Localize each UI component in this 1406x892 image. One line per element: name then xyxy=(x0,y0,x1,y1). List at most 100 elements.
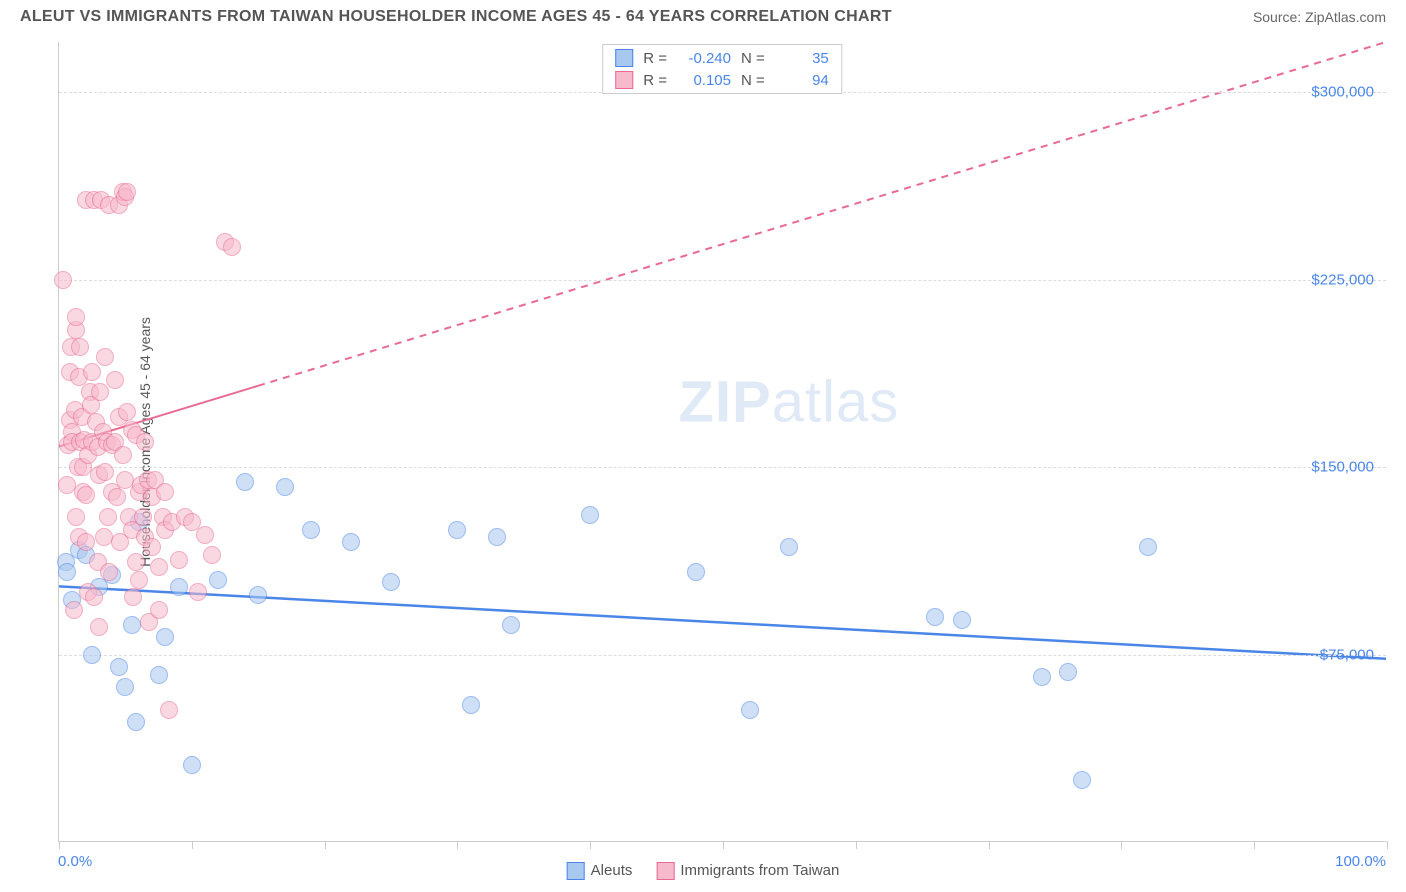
data-point xyxy=(150,601,168,619)
data-point xyxy=(150,558,168,576)
x-tick xyxy=(325,841,326,849)
source-label: Source: ZipAtlas.com xyxy=(1253,9,1386,25)
x-tick xyxy=(1121,841,1122,849)
data-point xyxy=(170,551,188,569)
data-point xyxy=(209,571,227,589)
data-point xyxy=(581,506,599,524)
data-point xyxy=(183,756,201,774)
series-legend: Aleuts Immigrants from Taiwan xyxy=(567,862,840,880)
r-label: R = xyxy=(643,50,667,67)
data-point xyxy=(1139,538,1157,556)
data-point xyxy=(106,371,124,389)
x-tick xyxy=(59,841,60,849)
data-point xyxy=(71,338,89,356)
data-point xyxy=(83,646,101,664)
r-value: -0.240 xyxy=(677,50,731,67)
data-point xyxy=(741,701,759,719)
data-point xyxy=(54,271,72,289)
data-point xyxy=(1059,663,1077,681)
series-legend-item: Immigrants from Taiwan xyxy=(656,862,839,880)
data-point xyxy=(462,696,480,714)
gridline xyxy=(59,467,1386,468)
trend-lines xyxy=(59,42,1386,841)
data-point xyxy=(302,521,320,539)
data-point xyxy=(85,588,103,606)
legend-swatch xyxy=(656,862,674,880)
data-point xyxy=(150,666,168,684)
data-point xyxy=(67,508,85,526)
data-point xyxy=(96,348,114,366)
data-point xyxy=(130,571,148,589)
data-point xyxy=(118,403,136,421)
data-point xyxy=(110,658,128,676)
data-point xyxy=(249,586,267,604)
y-tick-label: $75,000 xyxy=(1320,646,1374,663)
data-point xyxy=(276,478,294,496)
data-point xyxy=(83,363,101,381)
data-point xyxy=(780,538,798,556)
data-point xyxy=(65,601,83,619)
x-tick xyxy=(192,841,193,849)
n-label: N = xyxy=(741,72,765,89)
legend-swatch xyxy=(615,71,633,89)
data-point xyxy=(96,463,114,481)
data-point xyxy=(156,483,174,501)
chart-area: Householder Income Ages 45 - 64 years ZI… xyxy=(58,42,1386,842)
r-value: 0.105 xyxy=(677,72,731,89)
data-point xyxy=(156,628,174,646)
x-tick xyxy=(989,841,990,849)
data-point xyxy=(108,488,126,506)
data-point xyxy=(58,563,76,581)
data-point xyxy=(118,183,136,201)
data-point xyxy=(236,473,254,491)
legend-swatch xyxy=(615,49,633,67)
data-point xyxy=(502,616,520,634)
data-point xyxy=(342,533,360,551)
n-value: 35 xyxy=(775,50,829,67)
data-point xyxy=(116,678,134,696)
data-point xyxy=(203,546,221,564)
data-point xyxy=(123,616,141,634)
data-point xyxy=(136,433,154,451)
x-min-label: 0.0% xyxy=(58,853,92,870)
n-value: 94 xyxy=(775,72,829,89)
data-point xyxy=(223,238,241,256)
x-tick xyxy=(856,841,857,849)
watermark: ZIPatlas xyxy=(678,368,899,435)
correlation-legend: R =-0.240N =35R =0.105N =94 xyxy=(602,44,842,94)
correlation-legend-row: R =0.105N =94 xyxy=(603,69,841,91)
legend-swatch xyxy=(567,862,585,880)
chart-title: ALEUT VS IMMIGRANTS FROM TAIWAN HOUSEHOL… xyxy=(20,8,892,26)
series-label: Immigrants from Taiwan xyxy=(680,862,839,879)
data-point xyxy=(77,533,95,551)
gridline xyxy=(59,655,1386,656)
x-tick xyxy=(457,841,458,849)
data-point xyxy=(189,583,207,601)
x-tick xyxy=(1387,841,1388,849)
x-tick xyxy=(723,841,724,849)
y-tick-label: $300,000 xyxy=(1311,84,1374,101)
data-point xyxy=(196,526,214,544)
data-point xyxy=(91,383,109,401)
correlation-legend-row: R =-0.240N =35 xyxy=(603,47,841,69)
data-point xyxy=(67,308,85,326)
data-point xyxy=(1033,668,1051,686)
x-max-label: 100.0% xyxy=(1335,853,1386,870)
data-point xyxy=(488,528,506,546)
data-point xyxy=(134,508,152,526)
x-tick xyxy=(1254,841,1255,849)
series-label: Aleuts xyxy=(591,862,633,879)
data-point xyxy=(448,521,466,539)
data-point xyxy=(77,486,95,504)
data-point xyxy=(926,608,944,626)
data-point xyxy=(114,446,132,464)
data-point xyxy=(100,563,118,581)
series-legend-item: Aleuts xyxy=(567,862,633,880)
x-tick xyxy=(590,841,591,849)
data-point xyxy=(143,538,161,556)
data-point xyxy=(687,563,705,581)
data-point xyxy=(90,618,108,636)
gridline xyxy=(59,280,1386,281)
data-point xyxy=(127,553,145,571)
data-point xyxy=(953,611,971,629)
